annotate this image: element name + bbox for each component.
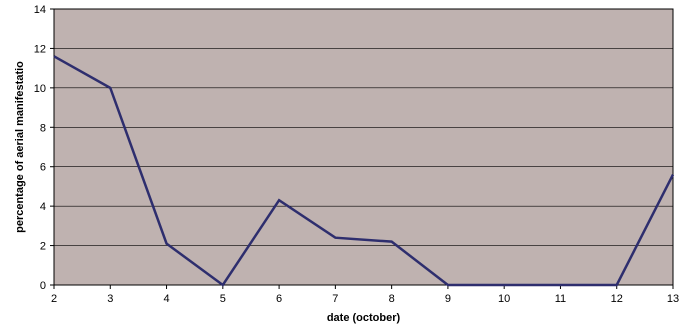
gridlines — [54, 8, 673, 286]
x-tick-label-8: 8 — [389, 293, 395, 305]
y-tick-label-10: 10 — [34, 83, 46, 95]
x-tick-label-5: 5 — [220, 293, 226, 305]
y-tick-label-2: 2 — [40, 241, 46, 253]
x-tick-label-2: 2 — [51, 293, 57, 305]
y-tick-label-6: 6 — [40, 162, 46, 174]
x-axis-title: date (october) — [327, 312, 401, 324]
x-tick-label-4: 4 — [163, 293, 169, 305]
x-tick-label-3: 3 — [107, 293, 113, 305]
x-tick-label-13: 13 — [667, 293, 679, 305]
y-tick-label-12: 12 — [34, 43, 46, 55]
y-tick-label-4: 4 — [40, 201, 46, 213]
series-line — [53, 55, 675, 287]
x-tick-label-7: 7 — [332, 293, 338, 305]
x-tick-label-10: 10 — [498, 293, 510, 305]
y-axis-ticks: 0 2 4 6 8 10 12 14 — [34, 4, 54, 292]
x-tick-label-12: 12 — [611, 293, 623, 305]
x-tick-label-9: 9 — [445, 293, 451, 305]
x-tick-label-11: 11 — [555, 293, 566, 305]
y-axis-title: percentage of aerial manifestatio — [14, 61, 26, 233]
y-tick-label-14: 14 — [34, 4, 46, 16]
y-tick-label-8: 8 — [40, 122, 46, 134]
x-axis-ticks: 2 3 4 5 6 7 8 9 10 11 12 13 — [51, 285, 679, 305]
plot-area — [53, 8, 674, 286]
y-tick-label-0: 0 — [40, 280, 46, 292]
x-tick-label-6: 6 — [276, 293, 282, 305]
